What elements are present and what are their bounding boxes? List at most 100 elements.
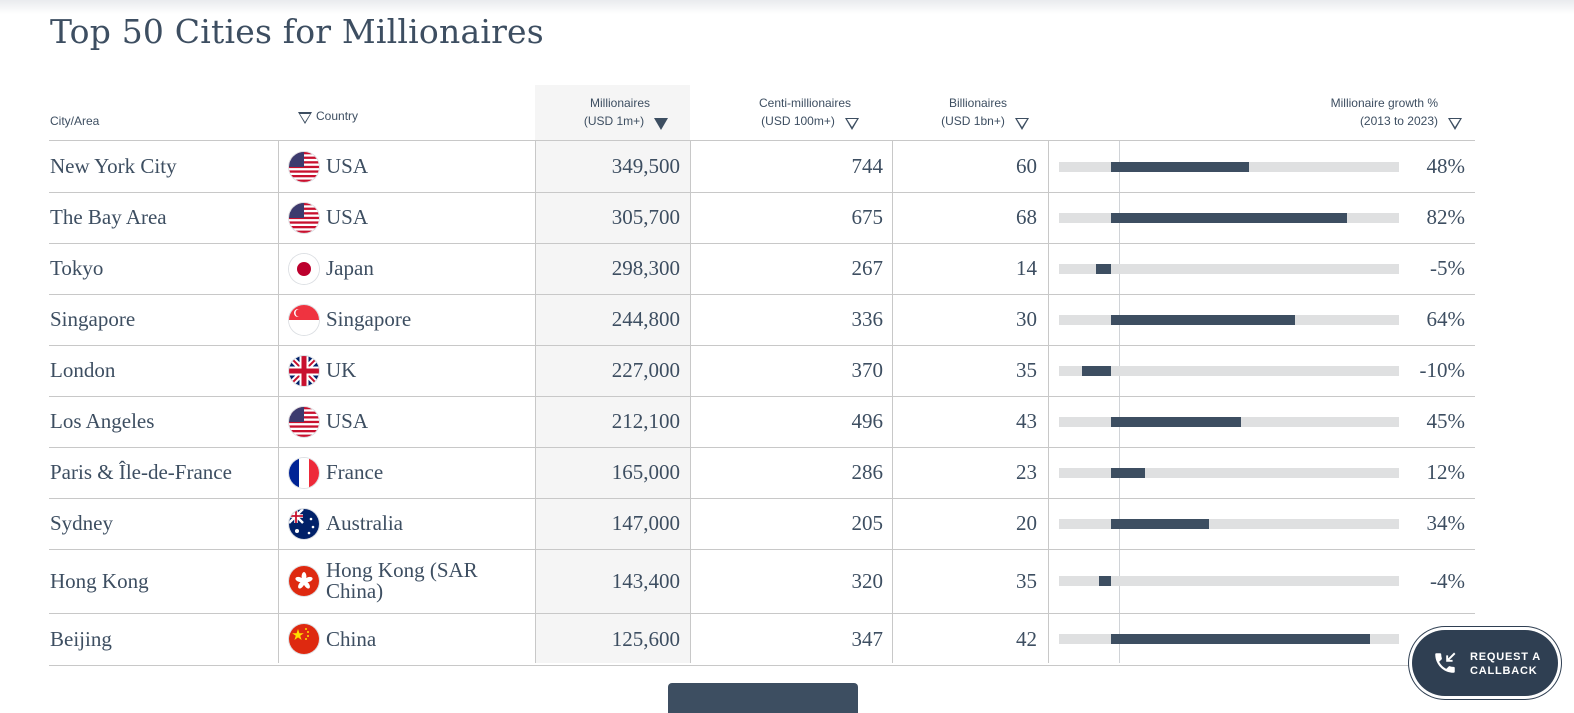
country-name: France bbox=[326, 460, 384, 484]
centi-millionaires-cell: 286 bbox=[851, 460, 884, 484]
centi-millionaires-cell: 320 bbox=[851, 568, 884, 593]
row-divider bbox=[49, 549, 1475, 550]
growth-bar bbox=[1099, 576, 1111, 586]
header-centi[interactable]: Centi-millionaires (USD 100m+) bbox=[740, 94, 880, 130]
country-name: Australia bbox=[326, 511, 403, 535]
country-cell: Australia bbox=[289, 498, 529, 549]
table-row: Beijing China 125,600 347 42 bbox=[0, 613, 1574, 665]
growth-percent: -5% bbox=[1430, 256, 1465, 280]
growth-percent: 45% bbox=[1426, 409, 1466, 433]
us-flag-icon bbox=[289, 406, 319, 437]
centi-millionaires-cell: 496 bbox=[851, 409, 884, 433]
centi-millionaires-cell: 336 bbox=[851, 307, 884, 331]
growth-percent: -10% bbox=[1419, 358, 1466, 382]
growth-percent: 34% bbox=[1426, 511, 1466, 535]
city-cell: Paris & Île-de-France bbox=[50, 447, 275, 498]
header-country-label: Country bbox=[316, 109, 359, 123]
table-row: Paris & Île-de-France France 165,000 286 23 1… bbox=[0, 447, 1574, 498]
billionaires-cell: 60 bbox=[1016, 154, 1037, 178]
header-shadow bbox=[0, 0, 1574, 14]
city-cell: The Bay Area bbox=[50, 192, 275, 243]
sort-triangle-icon[interactable] bbox=[298, 112, 312, 124]
millionaires-cell: 212,100 bbox=[611, 409, 680, 433]
billionaires-cell: 14 bbox=[1016, 256, 1037, 280]
billionaires-cell: 20 bbox=[1016, 511, 1037, 535]
city-name: London bbox=[50, 358, 116, 382]
country-cell: USA bbox=[289, 141, 529, 192]
row-divider bbox=[49, 345, 1475, 346]
row-divider bbox=[49, 447, 1475, 448]
city-name: Tokyo bbox=[50, 256, 104, 280]
au-flag-icon bbox=[289, 508, 319, 539]
millionaires-cell: 165,000 bbox=[611, 460, 680, 484]
page-title: Top 50 Cities for Millionaires bbox=[50, 12, 544, 51]
country-cell: Singapore bbox=[289, 294, 529, 345]
header-country[interactable]: Country bbox=[298, 107, 358, 125]
city-cell: New York City bbox=[50, 141, 275, 192]
table-row: Singapore Singapore 244,800 336 30 64% bbox=[0, 294, 1574, 345]
row-divider bbox=[49, 294, 1475, 295]
city-name: Beijing bbox=[50, 626, 112, 651]
city-cell: Beijing bbox=[50, 613, 275, 665]
header-growth[interactable]: Millionaire growth % (2013 to 2023) bbox=[1300, 94, 1462, 130]
millionaires-cell: 349,500 bbox=[611, 154, 680, 178]
growth-bar-track bbox=[1059, 467, 1399, 478]
city-cell: Los Angeles bbox=[50, 396, 275, 447]
sg-flag-icon bbox=[289, 304, 319, 335]
growth-bar bbox=[1110, 467, 1146, 478]
header-city-label: City/Area bbox=[50, 114, 100, 128]
growth-bar bbox=[1110, 161, 1250, 172]
centi-millionaires-cell: 347 bbox=[851, 626, 884, 651]
city-cell: Singapore bbox=[50, 294, 275, 345]
header-centi-label: Centi-millionaires bbox=[758, 96, 852, 110]
growth-bar bbox=[1110, 518, 1209, 529]
header-millionaires-sublabel: (USD 1m+) bbox=[583, 114, 645, 128]
table-row: Hong Kong Hong Kong (SAR China) 143,400 320… bbox=[0, 549, 1574, 613]
millionaires-cell: 244,800 bbox=[611, 307, 680, 331]
centi-millionaires-cell: 370 bbox=[851, 358, 884, 382]
growth-bar-track bbox=[1059, 365, 1399, 376]
row-divider bbox=[49, 396, 1475, 397]
city-name: Sydney bbox=[50, 511, 113, 535]
billionaires-cell: 42 bbox=[1016, 626, 1037, 651]
sort-triangle-icon[interactable] bbox=[1448, 117, 1462, 130]
city-name: The Bay Area bbox=[50, 205, 167, 229]
city-name: New York City bbox=[50, 154, 177, 178]
header-city[interactable]: City/Area bbox=[50, 112, 99, 130]
growth-bar bbox=[1082, 365, 1111, 376]
fr-flag-icon bbox=[289, 457, 319, 488]
growth-bar bbox=[1110, 212, 1348, 223]
header-growth-label: Millionaire growth % bbox=[1330, 96, 1438, 110]
billionaires-cell: 35 bbox=[1016, 568, 1037, 593]
header-millionaires[interactable]: Millionaires (USD 1m+) bbox=[560, 94, 692, 130]
header-divider bbox=[49, 140, 1475, 141]
sort-active-triangle-icon[interactable] bbox=[654, 117, 669, 130]
header-billionaires[interactable]: Billionaires (USD 1bn+) bbox=[930, 94, 1040, 130]
table-row: The Bay Area USA 305,700 675 68 82% bbox=[0, 192, 1574, 243]
growth-percent: -4% bbox=[1430, 568, 1465, 593]
growth-bar-track bbox=[1059, 576, 1399, 586]
request-callback-button[interactable]: REQUEST A CALLBACK bbox=[1412, 630, 1558, 696]
city-name: Singapore bbox=[50, 307, 136, 331]
us-flag-icon bbox=[289, 151, 319, 182]
city-cell: London bbox=[50, 345, 275, 396]
show-more-button[interactable] bbox=[668, 683, 858, 713]
country-name: UK bbox=[326, 358, 357, 382]
table-row: London UK 227,000 370 35 -10% bbox=[0, 345, 1574, 396]
growth-bar-track bbox=[1059, 263, 1399, 274]
sort-triangle-icon[interactable] bbox=[1014, 117, 1029, 130]
row-divider bbox=[49, 243, 1475, 244]
country-name: Japan bbox=[326, 256, 374, 280]
millionaires-cell: 125,600 bbox=[611, 626, 680, 651]
country-cell: France bbox=[289, 447, 529, 498]
millionaires-cell: 305,700 bbox=[611, 205, 680, 229]
table-row: Sydney Australia 147,000 205 20 34% bbox=[0, 498, 1574, 549]
city-cell: Tokyo bbox=[50, 243, 275, 294]
growth-bar-track bbox=[1059, 518, 1399, 529]
millionaires-cell: 298,300 bbox=[611, 256, 680, 280]
sort-triangle-icon[interactable] bbox=[844, 117, 859, 130]
uk-flag-icon bbox=[289, 355, 319, 386]
column-divider bbox=[690, 141, 691, 663]
growth-bar bbox=[1110, 314, 1296, 325]
row-divider bbox=[49, 613, 1475, 614]
